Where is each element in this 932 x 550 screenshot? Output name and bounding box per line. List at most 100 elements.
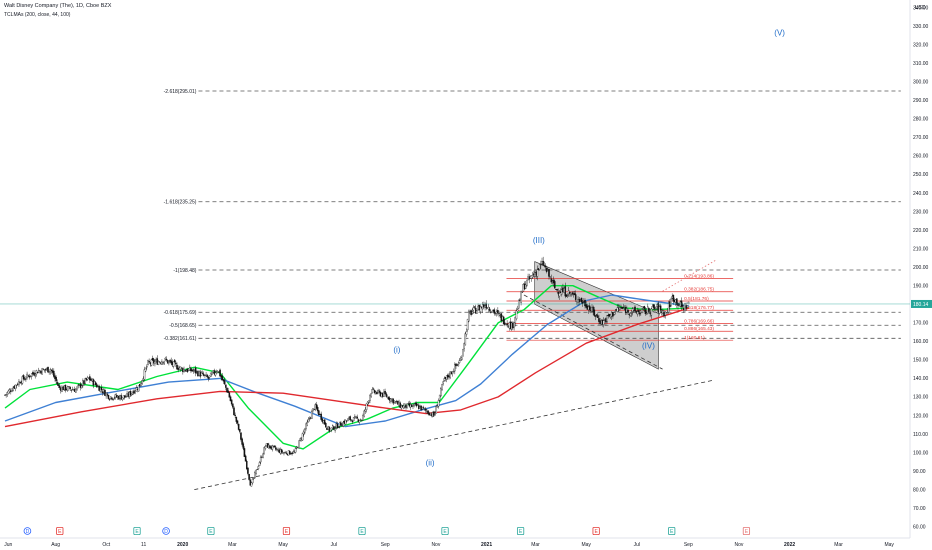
candle-body <box>502 316 505 325</box>
candle-body <box>670 298 672 306</box>
candle-body <box>457 364 460 367</box>
moving-average-line <box>4 307 690 428</box>
candle-body <box>351 420 354 422</box>
earnings-marker[interactable]: E <box>516 527 525 536</box>
candle-body <box>180 367 183 369</box>
candle-body <box>437 400 440 407</box>
dividend-marker[interactable]: D <box>23 527 32 535</box>
earnings-marker[interactable]: E <box>133 527 141 536</box>
time-tick-label: Nov <box>431 542 440 548</box>
candle-body <box>244 455 247 462</box>
price-tick-label: 210.00 <box>913 246 929 252</box>
time-tick-label: Nov <box>734 542 743 548</box>
svg-text:D: D <box>164 529 168 535</box>
candle-body <box>271 445 274 450</box>
candle-body <box>412 404 414 407</box>
candle-body <box>573 293 576 296</box>
candle-body <box>108 399 111 401</box>
candle-body <box>221 375 224 381</box>
candle-body <box>275 447 277 450</box>
candle-body <box>256 469 259 470</box>
price-tick-label: 100.00 <box>913 450 929 456</box>
earnings-marker[interactable]: E <box>282 527 291 536</box>
wave-labels: (III) (V) (IV) (i) (ii) <box>393 28 785 467</box>
fib-retracement-label: 0.5(181.76) <box>684 296 709 302</box>
candle-body <box>258 462 261 466</box>
svg-text:E: E <box>135 529 139 535</box>
chart-title: Walt Disney Company (The), 1D, Cboe BZX <box>4 3 112 9</box>
candle-body <box>53 370 55 377</box>
earnings-marker[interactable]: E <box>56 527 64 536</box>
candle-body <box>150 359 153 366</box>
candle-body <box>524 284 527 289</box>
candle-body <box>58 385 61 388</box>
candle-body <box>427 410 429 414</box>
price-tick-label: 240.00 <box>913 191 929 197</box>
price-tick-label: 310.00 <box>913 61 929 67</box>
candle-body <box>236 420 239 424</box>
candle-body <box>55 377 57 382</box>
candle-body <box>269 445 271 449</box>
price-tick-label: 320.00 <box>913 42 929 48</box>
candle-body <box>574 294 577 300</box>
candle-body <box>200 372 203 376</box>
candle-body <box>168 361 170 363</box>
price-tick-label: 120.00 <box>913 413 929 419</box>
candle-body <box>263 447 265 455</box>
earnings-marker[interactable]: E <box>668 527 676 536</box>
candle-body <box>602 320 605 326</box>
candle-body <box>373 390 376 393</box>
candle-body <box>323 419 326 425</box>
dividend-marker[interactable]: D <box>162 527 170 535</box>
candle-body <box>96 384 98 388</box>
fib-levels[interactable]: -2.618(295.01) -1.618(235.25) -1(198.48) -0… <box>164 89 901 342</box>
candle-body <box>226 387 228 393</box>
candle-body <box>476 310 478 314</box>
candle-body <box>191 369 193 372</box>
earnings-marker[interactable]: E <box>207 527 215 536</box>
candle-body <box>554 281 556 289</box>
candle-body <box>235 416 238 422</box>
indicator-legend: TCLMAs (200, close, 44, 100) <box>4 12 71 18</box>
candle-body <box>643 306 646 309</box>
price-tick-label: 220.00 <box>913 228 929 234</box>
earnings-marker[interactable]: E <box>592 527 600 536</box>
candle-body <box>479 306 482 312</box>
candle-body <box>33 372 35 376</box>
candle-body <box>385 393 388 397</box>
trendline[interactable] <box>523 294 663 370</box>
candle-body <box>581 302 584 304</box>
candle-body <box>349 416 351 421</box>
candle-body <box>30 373 33 377</box>
trendlines[interactable] <box>194 259 717 491</box>
candle-body <box>361 419 363 421</box>
candle-body <box>151 357 154 361</box>
candle-body <box>291 452 293 455</box>
earnings-marker[interactable]: E <box>441 527 449 536</box>
candle-body <box>564 286 567 297</box>
price-axis[interactable]: 60.00 70.00 80.00 90.00 100.00 110.00 120.00 13… <box>913 5 929 531</box>
trendline[interactable] <box>194 379 714 491</box>
candle-body <box>280 449 283 453</box>
candle-body <box>254 472 256 478</box>
candle-body <box>413 403 415 406</box>
candle-body <box>536 269 539 277</box>
candle-body <box>237 423 240 430</box>
candle-body <box>147 360 149 366</box>
time-tick-label: 11 <box>141 542 146 548</box>
candle-body <box>569 292 571 294</box>
candle-body <box>516 309 519 312</box>
candle-body <box>120 395 123 400</box>
candle-body <box>163 360 166 364</box>
time-tick-label: May <box>581 542 591 548</box>
candle-body <box>321 418 324 422</box>
wave-label: (III) <box>533 236 545 245</box>
candle-body <box>41 368 43 375</box>
candle-body <box>621 306 623 309</box>
time-axis[interactable]: Jun Aug Oct 11 2020 Mar May Jul Sep Nov 2021 Mar May… <box>4 542 894 548</box>
earnings-marker[interactable]: E <box>742 527 751 536</box>
earnings-marker[interactable]: E <box>358 527 366 536</box>
fib-extension-label: -1.618(235.25) <box>164 200 197 206</box>
